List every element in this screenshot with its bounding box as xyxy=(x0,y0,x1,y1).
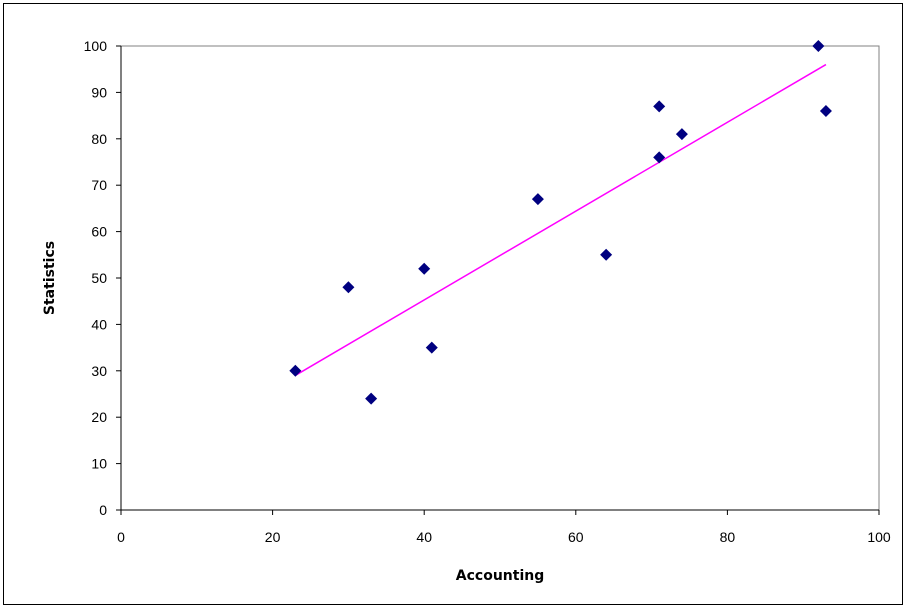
x-axis-ticks: 0 20 40 60 80 100 xyxy=(117,510,891,545)
data-point xyxy=(342,281,355,294)
data-point xyxy=(653,100,666,113)
x-tick-label: 80 xyxy=(720,529,736,545)
data-point xyxy=(418,262,431,275)
y-tick-label: 50 xyxy=(91,270,107,286)
y-tick-label: 20 xyxy=(91,409,107,425)
y-tick-label: 90 xyxy=(91,84,107,100)
y-tick-label: 80 xyxy=(91,131,107,147)
data-point xyxy=(425,341,438,354)
y-tick-label: 70 xyxy=(91,177,107,193)
data-point xyxy=(819,104,832,117)
data-point xyxy=(675,128,688,141)
data-point xyxy=(289,364,302,377)
x-axis-title: Accounting xyxy=(456,568,544,584)
y-axis-ticks: 0 10 20 30 40 50 60 70 80 90 100 xyxy=(84,38,121,518)
x-tick-label: 40 xyxy=(416,529,432,545)
y-tick-label: 100 xyxy=(84,38,108,54)
x-tick-label: 20 xyxy=(265,529,281,545)
x-tick-label: 0 xyxy=(117,529,125,545)
data-point xyxy=(812,40,825,52)
y-tick-label: 60 xyxy=(91,224,107,240)
plot-area xyxy=(120,45,880,511)
data-point xyxy=(531,193,544,206)
y-tick-label: 40 xyxy=(91,316,107,332)
y-axis-title: Statistics xyxy=(42,241,58,315)
y-tick-label: 0 xyxy=(99,502,107,518)
data-point xyxy=(600,248,613,261)
x-tick-label: 100 xyxy=(867,529,891,545)
data-point xyxy=(365,392,378,405)
data-point xyxy=(653,151,666,164)
trendline xyxy=(294,63,827,377)
trendline-group xyxy=(294,63,827,377)
data-points xyxy=(289,40,832,405)
x-tick-label: 60 xyxy=(568,529,584,545)
y-tick-label: 10 xyxy=(91,456,107,472)
y-tick-label: 30 xyxy=(91,363,107,379)
